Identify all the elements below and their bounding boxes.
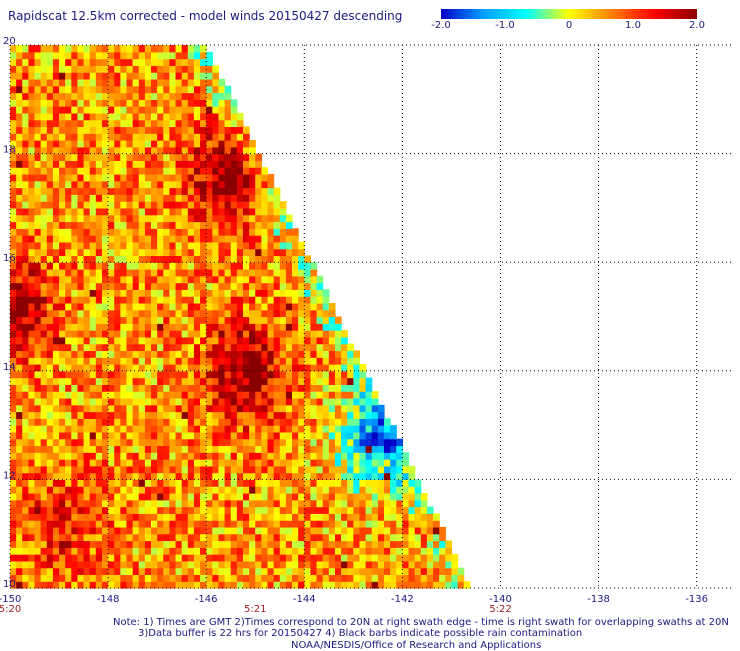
x-tick-label: -140: [489, 594, 512, 605]
colorbar-tick-label: 0: [565, 20, 573, 31]
map-title: Rapidscat 12.5km corrected - model winds…: [8, 9, 403, 23]
x-tick-label: -136: [685, 594, 708, 605]
x-tick-label: -146: [195, 594, 218, 605]
y-tick-label: 16: [3, 253, 16, 264]
time-label: 5:22: [489, 604, 511, 615]
y-tick-label: 20: [3, 36, 16, 47]
y-tick-label: 12: [3, 470, 16, 481]
x-axis: -150 -148 -146 -144 -142 -140 -138 -136 5:20 5:21…: [0, 594, 708, 615]
colorbar-tick-label: -2.0: [431, 20, 451, 31]
colorbar-gradient: [441, 9, 697, 19]
x-tick-label: -138: [587, 594, 610, 605]
colorbar-tick-label: 2.0: [689, 20, 705, 31]
y-axis: 20 18 16 14 12 10: [3, 36, 16, 590]
footnote-credit: NOAA/NESDIS/Office of Research and Appli…: [291, 640, 542, 651]
x-tick-label: -148: [97, 594, 120, 605]
footnote-line-1: Note: 1) Times are GMT 2)Times correspon…: [113, 617, 729, 628]
time-label: 5:21: [244, 604, 266, 615]
data-cells: [10, 45, 471, 589]
y-tick-label: 10: [3, 579, 16, 590]
x-tick-label: -144: [293, 594, 316, 605]
colorbar-tick-label: 1.0: [625, 20, 641, 31]
colorbar-tick-label: -1.0: [495, 20, 515, 31]
gridlines: [9, 44, 731, 589]
y-tick-label: 18: [3, 145, 16, 156]
footnote-line-2: 3)Data buffer is 22 hrs for 20150427 4) …: [138, 628, 583, 639]
y-tick-label: 14: [3, 362, 16, 373]
x-tick-label: -150: [0, 594, 21, 605]
colorbar: [441, 9, 697, 19]
colorbar-labels: -2.0 -1.0 0 1.0 2.0: [431, 20, 705, 34]
time-label: 5:20: [0, 604, 21, 615]
x-tick-label: -142: [391, 594, 414, 605]
